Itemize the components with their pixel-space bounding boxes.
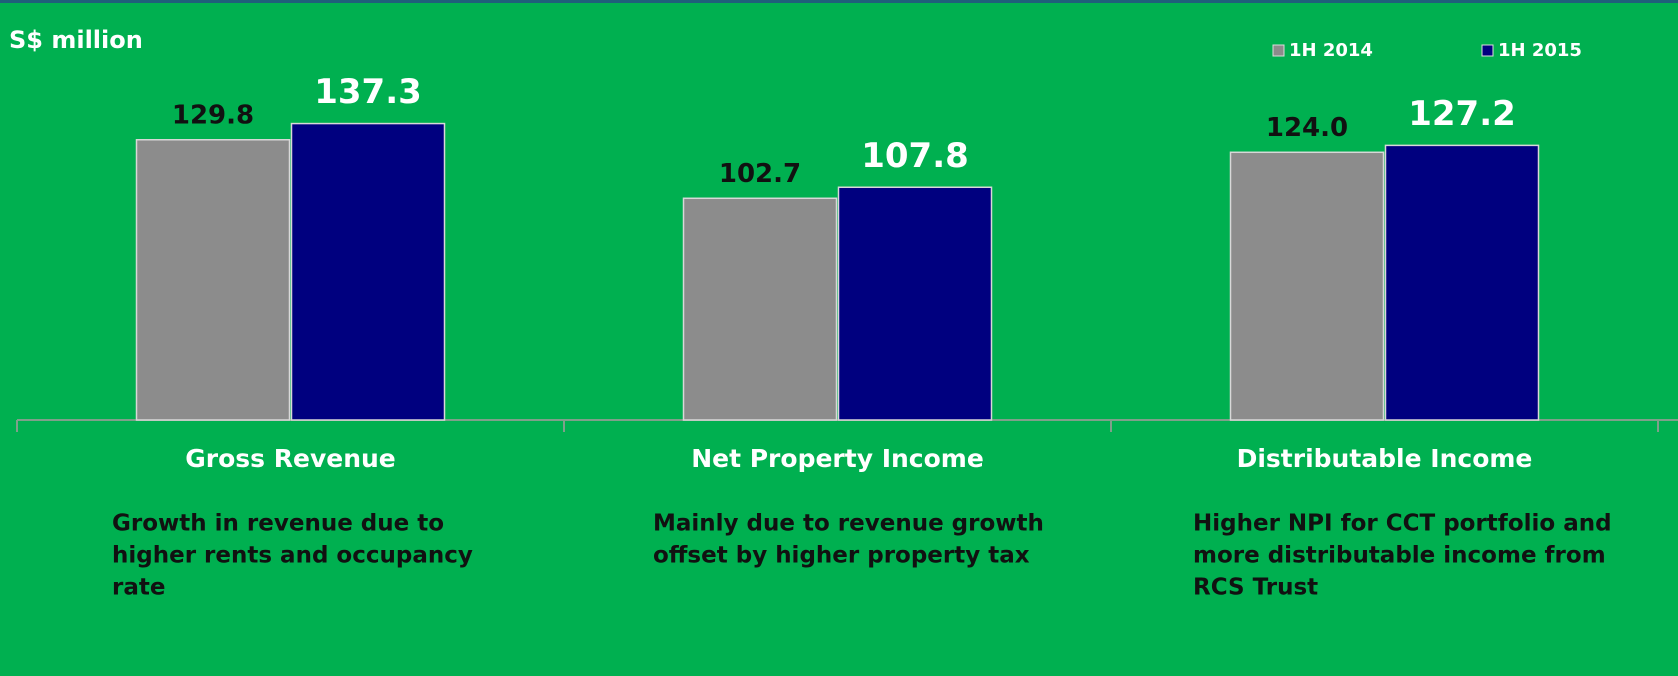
x-tick-label: Gross Revenue bbox=[185, 444, 396, 473]
bar bbox=[1384, 144, 1540, 421]
x-tick-label: Distributable Income bbox=[1237, 444, 1533, 473]
bar bbox=[135, 139, 291, 421]
note: higher rents and occupancy bbox=[112, 543, 473, 569]
bar bbox=[290, 122, 446, 421]
legend-swatch bbox=[1481, 44, 1494, 57]
data-label: 127.2 bbox=[1408, 94, 1516, 134]
legend-label: 1H 2014 bbox=[1289, 40, 1373, 61]
note: Higher NPI for CCT portfolio and bbox=[1193, 511, 1612, 537]
data-label: 129.8 bbox=[172, 100, 254, 130]
top-border bbox=[0, 0, 1678, 3]
note: rate bbox=[112, 575, 165, 601]
bar bbox=[682, 197, 838, 421]
bar bbox=[1229, 151, 1385, 421]
legend-swatch bbox=[1272, 44, 1285, 57]
note: Mainly due to revenue growth bbox=[653, 511, 1044, 537]
x-tick-label: Net Property Income bbox=[691, 444, 984, 473]
note: more distributable income from bbox=[1193, 543, 1606, 569]
note: RCS Trust bbox=[1193, 575, 1318, 601]
bar bbox=[837, 186, 993, 421]
note: offset by higher property tax bbox=[653, 543, 1030, 569]
data-label: 137.3 bbox=[314, 72, 422, 112]
note: Growth in revenue due to bbox=[112, 511, 444, 537]
y-axis-label: S$ million bbox=[9, 26, 143, 54]
data-label: 124.0 bbox=[1266, 113, 1348, 143]
legend-label: 1H 2015 bbox=[1498, 40, 1582, 61]
data-label: 107.8 bbox=[861, 136, 969, 176]
data-label: 102.7 bbox=[719, 159, 801, 189]
